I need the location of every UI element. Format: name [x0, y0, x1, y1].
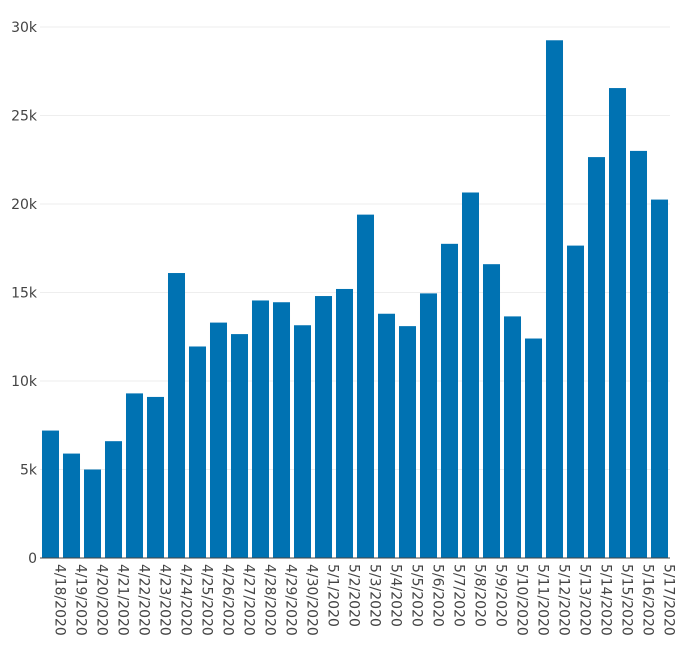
bar[interactable]	[62, 453, 81, 558]
x-tick-label: 4/29/2020	[283, 564, 299, 636]
bar[interactable]	[482, 264, 501, 558]
x-tick-label: 5/17/2020	[661, 564, 677, 636]
x-tick-label: 4/20/2020	[94, 564, 110, 636]
x-tick-label: 5/1/2020	[325, 564, 341, 627]
x-tick-label: 4/30/2020	[304, 564, 320, 636]
bar[interactable]	[503, 316, 522, 558]
x-tick-label: 4/22/2020	[136, 564, 152, 636]
y-gridlines	[40, 26, 670, 470]
x-tick-labels: 4/18/2020 4/19/2020 4/20/2020 4/21/2020 4/22…	[52, 564, 677, 636]
x-tick-label: 5/4/2020	[388, 564, 404, 627]
x-tick-label: 5/13/2020	[577, 564, 593, 636]
bar[interactable]	[545, 40, 564, 558]
bar[interactable]	[167, 273, 186, 558]
x-tick-label: 5/5/2020	[409, 564, 425, 627]
bar[interactable]	[587, 157, 606, 558]
x-tick-label: 5/14/2020	[598, 564, 614, 636]
bar[interactable]	[314, 296, 333, 558]
bar[interactable]	[356, 214, 375, 558]
bar[interactable]	[650, 199, 669, 558]
x-tick-label: 5/11/2020	[535, 564, 551, 636]
bar[interactable]	[524, 338, 543, 558]
bar[interactable]	[608, 88, 627, 558]
x-tick-label: 4/19/2020	[73, 564, 89, 636]
bars	[41, 40, 669, 559]
y-tick-label: 25k	[11, 109, 38, 125]
x-tick-label: 5/6/2020	[430, 564, 446, 627]
bar[interactable]	[377, 313, 396, 558]
x-tick-label: 5/7/2020	[451, 564, 467, 627]
y-tick-label: 0	[28, 551, 37, 567]
bar[interactable]	[335, 288, 354, 558]
bar[interactable]	[398, 326, 417, 558]
x-tick-label: 4/28/2020	[262, 564, 278, 636]
bar[interactable]	[104, 441, 123, 558]
x-tick-label: 4/18/2020	[52, 564, 68, 636]
x-tick-label: 4/25/2020	[199, 564, 215, 636]
y-tick-label: 5k	[20, 463, 38, 479]
bar[interactable]	[440, 243, 459, 558]
y-tick-label: 30k	[11, 20, 38, 36]
bar[interactable]	[230, 334, 249, 558]
y-tick-label: 10k	[11, 374, 38, 390]
y-tick-label: 15k	[11, 286, 38, 302]
x-tick-label: 4/21/2020	[115, 564, 131, 636]
y-tick-labels: 0 5k 10k 15k 20k 25k 30k	[11, 20, 38, 567]
bar[interactable]	[272, 302, 291, 558]
x-tick-label: 4/24/2020	[178, 564, 194, 636]
bar[interactable]	[419, 293, 438, 558]
x-tick-label: 5/2/2020	[346, 564, 362, 627]
bar[interactable]	[125, 393, 144, 558]
x-tick-label: 5/9/2020	[493, 564, 509, 627]
bar[interactable]	[41, 430, 60, 558]
x-tick-label: 5/8/2020	[472, 564, 488, 627]
x-tick-label: 4/26/2020	[220, 564, 236, 636]
x-tick-label: 5/15/2020	[619, 564, 635, 636]
x-tick-label: 4/27/2020	[241, 564, 257, 636]
x-tick-label: 5/12/2020	[556, 564, 572, 636]
x-tick-label: 5/3/2020	[367, 564, 383, 627]
bar[interactable]	[629, 150, 648, 558]
bar[interactable]	[566, 245, 585, 558]
x-tick-label: 5/16/2020	[640, 564, 656, 636]
y-tick-label: 20k	[11, 197, 38, 213]
x-tick-label: 4/23/2020	[157, 564, 173, 636]
bar[interactable]	[293, 325, 312, 558]
bar[interactable]	[251, 300, 270, 558]
x-tick-label: 5/10/2020	[514, 564, 530, 636]
bar[interactable]	[209, 322, 228, 558]
bar[interactable]	[83, 469, 102, 559]
bar[interactable]	[188, 346, 207, 558]
bar[interactable]	[146, 396, 165, 558]
bar[interactable]	[461, 192, 480, 558]
